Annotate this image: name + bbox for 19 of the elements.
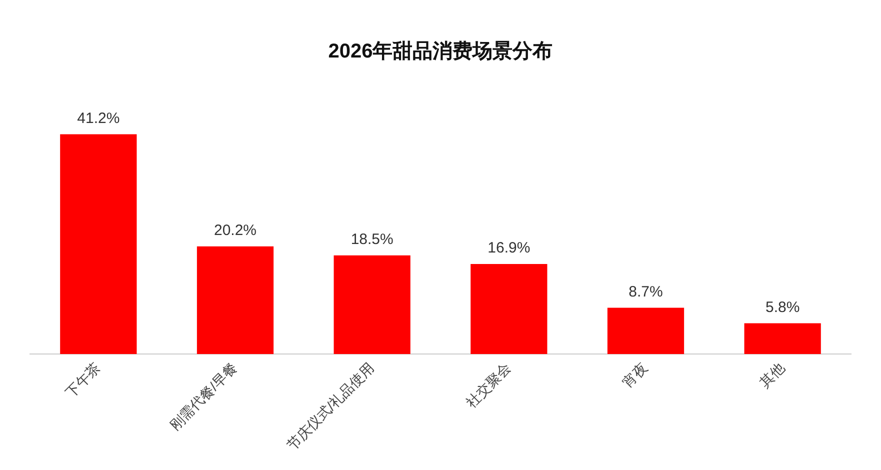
bar <box>744 323 821 354</box>
bar <box>60 134 137 354</box>
data-label: 41.2% <box>77 110 120 127</box>
data-label: 16.9% <box>488 240 530 257</box>
chart-title: 2026年甜品消费场景分布 <box>328 40 553 63</box>
x-tick-label: 宵夜 <box>619 360 651 391</box>
x-tick-label: 下午茶 <box>62 360 104 401</box>
bar <box>470 264 548 354</box>
data-label: 5.8% <box>765 298 800 316</box>
bar <box>607 308 684 354</box>
bar <box>334 255 410 354</box>
x-tick-label: 节庆仪式/礼品使用 <box>284 360 377 453</box>
data-label: 8.7% <box>628 283 663 300</box>
x-tick-label: 社交聚会 <box>462 360 514 411</box>
x-tick-label: 其他 <box>756 360 788 391</box>
data-label: 18.5% <box>350 231 394 248</box>
x-tick-label: 刚需代餐/早餐 <box>166 360 240 434</box>
data-label: 20.2% <box>214 222 257 240</box>
bar <box>196 246 274 354</box>
